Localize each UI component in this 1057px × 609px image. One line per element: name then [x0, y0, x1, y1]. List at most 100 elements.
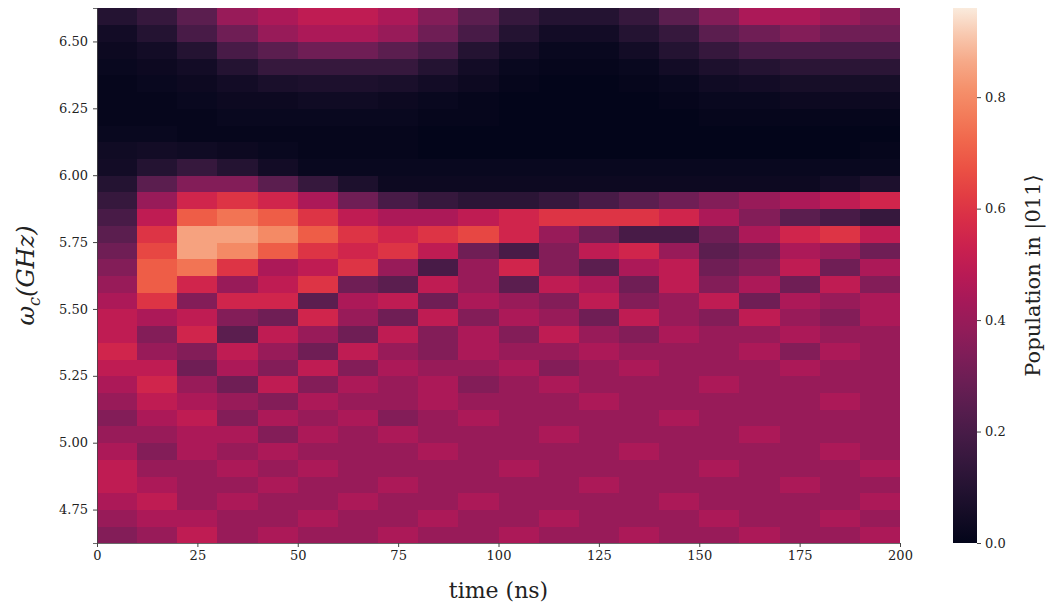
heatmap-cell	[458, 510, 499, 527]
heatmap-cell	[378, 225, 419, 242]
tick-label: 6.25	[59, 101, 88, 116]
heatmap-cell	[217, 175, 258, 192]
heatmap-cell	[780, 225, 821, 242]
heatmap-cell	[177, 326, 218, 343]
heatmap-cell	[338, 276, 379, 293]
heatmap-cell	[739, 459, 780, 476]
heatmap-cell	[699, 58, 740, 75]
heatmap-cell	[659, 459, 700, 476]
heatmap-cell	[699, 225, 740, 242]
heatmap-cell	[699, 108, 740, 125]
heatmap-cell	[860, 58, 900, 75]
heatmap-cell	[97, 8, 138, 25]
heatmap-cell	[860, 25, 900, 42]
tick-label: 25	[190, 548, 207, 563]
heatmap-cell	[338, 209, 379, 226]
heatmap-cell	[378, 326, 419, 343]
heatmap-cell	[137, 125, 178, 142]
heatmap-cell	[820, 393, 861, 410]
tick-mark	[977, 320, 981, 321]
heatmap-cell	[699, 125, 740, 142]
heatmap-cell	[137, 242, 178, 259]
heatmap-cell	[137, 493, 178, 510]
heatmap-cell	[217, 41, 258, 58]
chart: 02550751001251501752004.755.005.255.505.…	[0, 0, 1057, 609]
heatmap-cell	[458, 393, 499, 410]
heatmap-cell	[659, 142, 700, 159]
heatmap-cell	[378, 41, 419, 58]
heatmap-cell	[258, 376, 299, 393]
heatmap-cell	[699, 92, 740, 109]
heatmap-cell	[579, 8, 620, 25]
heatmap-cell	[499, 108, 540, 125]
heatmap-cell	[820, 342, 861, 359]
heatmap-cell	[177, 58, 218, 75]
heatmap-cell	[860, 476, 900, 493]
heatmap-cell	[258, 393, 299, 410]
heatmap-cell	[659, 342, 700, 359]
heatmap-cell	[860, 292, 900, 309]
heatmap-cell	[820, 409, 861, 426]
heatmap-cell	[739, 276, 780, 293]
heatmap-cell	[458, 158, 499, 175]
heatmap-cell	[258, 175, 299, 192]
heatmap-cell	[458, 376, 499, 393]
tick: 6.00	[59, 168, 97, 183]
heatmap-cell	[258, 443, 299, 460]
heatmap-cell	[177, 459, 218, 476]
tick: 25	[190, 543, 207, 563]
heatmap-cell	[177, 259, 218, 276]
heatmap-cell	[458, 209, 499, 226]
heatmap-cell	[780, 443, 821, 460]
heatmap-cell	[499, 309, 540, 326]
heatmap-cell	[137, 259, 178, 276]
heatmap-cell	[378, 209, 419, 226]
heatmap-cell	[458, 25, 499, 42]
heatmap-cell	[780, 242, 821, 259]
heatmap-cell	[739, 192, 780, 209]
heatmap-cell	[539, 493, 580, 510]
heatmap-cell	[458, 92, 499, 109]
heatmap-cell	[378, 108, 419, 125]
heatmap-cell	[499, 443, 540, 460]
heatmap-cell	[579, 192, 620, 209]
heatmap-cell	[458, 41, 499, 58]
heatmap-cell	[97, 443, 138, 460]
heatmap-cell	[820, 376, 861, 393]
heatmap-cell	[499, 526, 540, 543]
heatmap-cell	[177, 276, 218, 293]
heatmap-cell	[97, 476, 138, 493]
heatmap-cell	[97, 376, 138, 393]
heatmap-cell	[338, 8, 379, 25]
heatmap-cell	[780, 92, 821, 109]
heatmap-cell	[217, 259, 258, 276]
heatmap-cell	[177, 476, 218, 493]
heatmap-cell	[177, 409, 218, 426]
heatmap-cell	[619, 342, 660, 359]
heatmap-cell	[97, 142, 138, 159]
heatmap-cell	[739, 342, 780, 359]
tick: 0.4	[977, 313, 1006, 328]
heatmap-cell	[298, 41, 339, 58]
heatmap-cell	[177, 342, 218, 359]
heatmap-cell	[579, 309, 620, 326]
heatmap-cell	[137, 342, 178, 359]
heatmap-cell	[699, 209, 740, 226]
heatmap-cell	[338, 443, 379, 460]
heatmap-cell	[739, 326, 780, 343]
heatmap-cell	[860, 393, 900, 410]
heatmap-cell	[659, 359, 700, 376]
heatmap-cell	[539, 142, 580, 159]
heatmap-cell	[579, 25, 620, 42]
heatmap-cell	[458, 426, 499, 443]
heatmap-cell	[739, 309, 780, 326]
heatmap-cell	[499, 58, 540, 75]
y-axis-title-part: ω	[12, 306, 40, 326]
heatmap-cell	[97, 326, 138, 343]
heatmap-cell	[780, 376, 821, 393]
heatmap-cell	[860, 209, 900, 226]
heatmap-cell	[298, 292, 339, 309]
tick-label: 75	[390, 548, 407, 563]
heatmap-cell	[739, 292, 780, 309]
heatmap-cell	[659, 409, 700, 426]
